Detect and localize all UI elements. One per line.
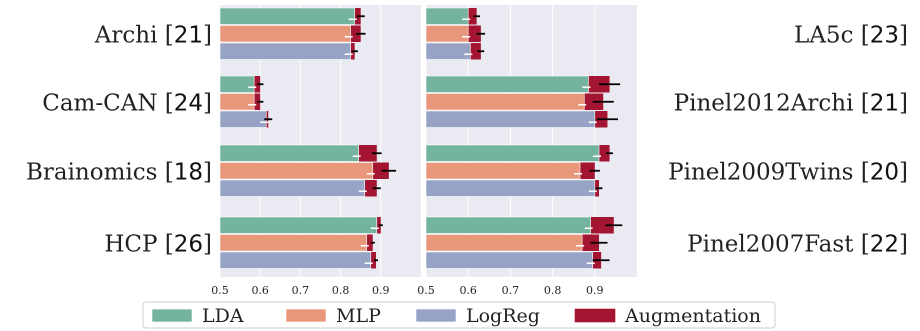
group-ref-close: ] bbox=[899, 159, 908, 185]
legend-swatch-augmentation bbox=[574, 308, 616, 323]
group-name: Pinel2007Fast [ bbox=[687, 231, 870, 257]
panel-left-brainomics-bar-mlp bbox=[219, 162, 374, 180]
legend-swatch-logreg bbox=[415, 308, 457, 323]
group-name: Pinel2009Twins [ bbox=[668, 159, 870, 185]
group-name: Brainomics [ bbox=[26, 159, 174, 185]
group-ref-close: ] bbox=[203, 231, 212, 257]
group-ref: 20 bbox=[870, 159, 899, 185]
panel-left-brainomics-bar-logreg bbox=[219, 179, 366, 197]
panel-left-tick-label: 0.6 bbox=[251, 284, 269, 297]
group-ref-close: ] bbox=[899, 231, 908, 257]
group-name: LA5c [ bbox=[794, 22, 870, 48]
panel-right-la5c-bar-mlp bbox=[425, 25, 469, 43]
legend-swatch-lda bbox=[151, 308, 193, 323]
panel-left-brainomics-label: Brainomics [18] bbox=[26, 159, 212, 185]
legend-swatch-mlp bbox=[285, 308, 327, 323]
group-name: Archi [ bbox=[94, 22, 174, 48]
panel-left-cam-can-label: Cam-CAN [24] bbox=[42, 90, 212, 116]
panel-left-hcp-bar-logreg bbox=[219, 251, 372, 269]
group-name: Pinel2012Archi [ bbox=[674, 90, 870, 116]
group-name: Cam-CAN [ bbox=[42, 90, 174, 116]
legend-label-augmentation: Augmentation bbox=[624, 305, 761, 327]
panel-right-tick-label: 0.5 bbox=[417, 284, 435, 297]
group-ref-close: ] bbox=[899, 22, 908, 48]
group-ref: 18 bbox=[174, 159, 203, 185]
panel-left-brainomics-bar-lda bbox=[219, 144, 359, 162]
group-ref: 21 bbox=[870, 90, 899, 116]
group-ref: 26 bbox=[174, 231, 203, 257]
panel-left-cam-can-bar-mlp bbox=[219, 93, 255, 111]
panel-left-tick-label: 0.5 bbox=[211, 284, 229, 297]
panel-right-pinel2007fast-bar-logreg bbox=[425, 251, 593, 269]
panel-left-archi-label: Archi [21] bbox=[94, 22, 212, 48]
group-ref-close: ] bbox=[899, 90, 908, 116]
panel-left-archi-bar-lda bbox=[219, 7, 355, 25]
panel-left-cam-can-bar-logreg bbox=[219, 110, 267, 128]
panel-right-pinel2012archi-bar-logreg bbox=[425, 110, 596, 128]
panel-left-tick-label: 0.7 bbox=[292, 284, 310, 297]
panel-right-pinel2007fast-bar-mlp bbox=[425, 234, 583, 252]
panel-right-pinel2007fast-bar-lda bbox=[425, 216, 591, 234]
group-name: HCP [ bbox=[104, 231, 173, 257]
panel-right-pinel2007fast-label: Pinel2007Fast [22] bbox=[687, 231, 908, 257]
panel-right-pinel2009twins-bar-lda bbox=[425, 144, 600, 162]
panel-right-pinel2009twins-bar-mlp bbox=[425, 162, 581, 180]
panel-left-hcp-label: HCP [26] bbox=[104, 231, 212, 257]
group-ref-close: ] bbox=[203, 90, 212, 116]
panel-right-la5c-bar-lda bbox=[425, 7, 469, 25]
panel-left-hcp-bar-mlp bbox=[219, 234, 368, 252]
panel-left-archi-bar-logreg bbox=[219, 42, 351, 60]
legend-label-logreg: LogReg bbox=[466, 305, 540, 327]
panel-left-cam-can-bar-lda bbox=[219, 75, 255, 93]
legend-label-mlp: MLP bbox=[336, 305, 381, 327]
panel-right-tick-label: 0.6 bbox=[459, 284, 477, 297]
panel-left-tick-label: 0.8 bbox=[332, 284, 350, 297]
panel-left-hcp-bar-lda bbox=[219, 216, 378, 234]
panel-right-pinel2009twins-bar-logreg bbox=[425, 179, 596, 197]
panel-right-pinel2012archi-label: Pinel2012Archi [21] bbox=[674, 90, 908, 116]
panel-right-pinel2012archi-bar-mlp bbox=[425, 93, 585, 111]
panel-right-tick-label: 0.8 bbox=[544, 284, 562, 297]
panel-right-pinel2012archi-bar-lda bbox=[425, 75, 589, 93]
panel-right-la5c-bar-logreg bbox=[425, 42, 471, 60]
panel-left-archi-bar-mlp bbox=[219, 25, 351, 43]
group-ref-close: ] bbox=[203, 159, 212, 185]
panel-right-pinel2009twins-label: Pinel2009Twins [20] bbox=[668, 159, 908, 185]
group-ref-close: ] bbox=[203, 22, 212, 48]
group-ref: 23 bbox=[870, 22, 899, 48]
panel-right-la5c-label: LA5c [23] bbox=[794, 22, 908, 48]
legend-label-lda: LDA bbox=[202, 305, 244, 327]
group-ref: 22 bbox=[870, 231, 899, 257]
group-ref: 24 bbox=[174, 90, 203, 116]
panel-left-tick-label: 0.9 bbox=[372, 284, 390, 297]
panel-right-tick-label: 0.7 bbox=[502, 284, 520, 297]
panel-right-tick-label: 0.9 bbox=[586, 284, 604, 297]
group-ref: 21 bbox=[174, 22, 203, 48]
